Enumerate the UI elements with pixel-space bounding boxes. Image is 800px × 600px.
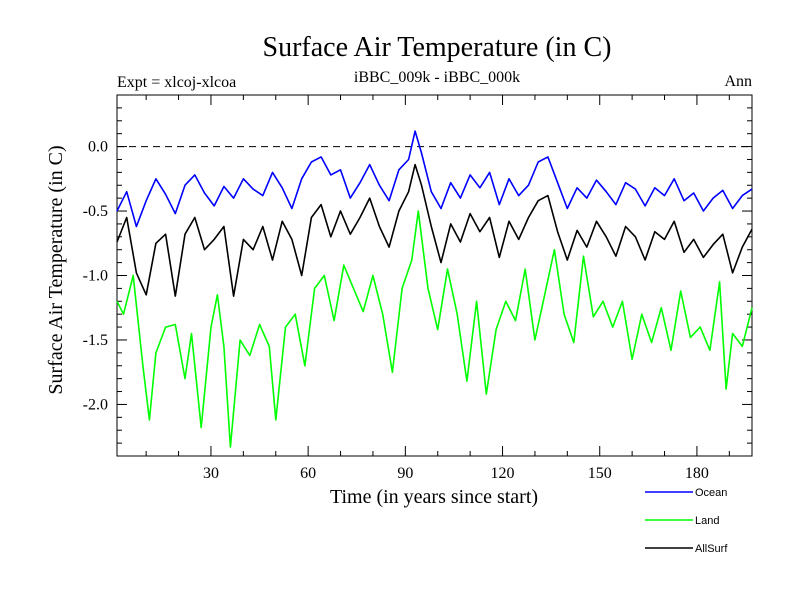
y-tick-label: -1.0	[83, 268, 108, 285]
series-line-ocean	[116, 130, 753, 228]
x-tick-label: 120	[491, 465, 515, 482]
x-tick-label: 60	[300, 465, 316, 482]
subtitle-right: Ann	[724, 73, 752, 90]
y-axis-label: Surface Air Temperature (in C)	[45, 145, 67, 394]
plot-frame	[116, 94, 753, 457]
y-tick-label: -0.5	[83, 203, 108, 220]
x-axis-label: Time (in years since start)	[330, 486, 538, 508]
legend-label-allsurf: AllSurf	[695, 543, 728, 555]
legend: Ocean Land AllSurf	[645, 487, 728, 555]
x-tick-label: 30	[203, 465, 219, 482]
y-tick-label: -1.5	[83, 332, 108, 349]
x-tick-label: 180	[685, 465, 709, 482]
subtitle-left: Expt = xlcoj-xlcoa	[117, 74, 236, 91]
y-tick-label: -2.0	[83, 396, 108, 413]
y-tick-label: 0.0	[88, 139, 108, 156]
legend-label-land: Land	[695, 515, 719, 527]
x-tick-label: 90	[397, 465, 413, 482]
series-line-land	[116, 210, 753, 448]
series-line-allsurf	[116, 163, 753, 297]
subtitle-center: iBBC_009k - iBBC_000k	[354, 69, 520, 86]
x-tick-label: 150	[588, 465, 612, 482]
chart-title: Surface Air Temperature (in C)	[263, 32, 612, 63]
legend-label-ocean: Ocean	[695, 487, 727, 499]
